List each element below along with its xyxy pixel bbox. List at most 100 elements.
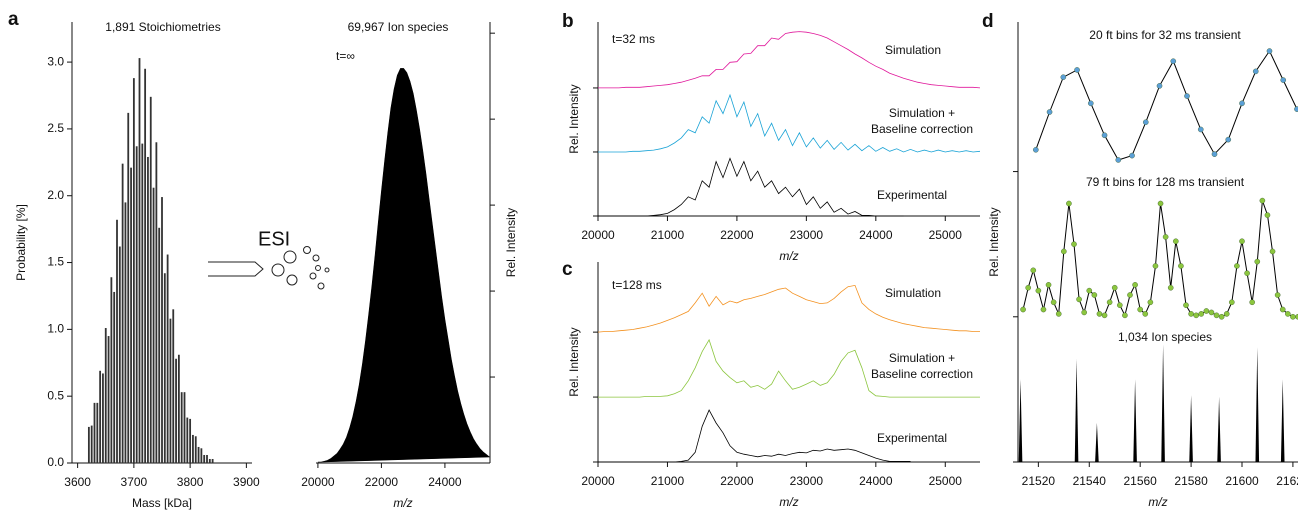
bar <box>175 358 177 463</box>
bar <box>186 417 189 463</box>
marker <box>1225 136 1232 143</box>
marker <box>1294 106 1298 112</box>
bar <box>166 254 169 463</box>
marker <box>1117 302 1123 308</box>
bar <box>200 448 203 463</box>
bar <box>141 143 144 464</box>
marker <box>1259 197 1266 204</box>
peak <box>1280 379 1285 462</box>
x-tick-label: 21620 <box>1276 474 1298 488</box>
marker <box>1142 119 1149 125</box>
y-axis-label: Rel. Intensity <box>987 207 1001 276</box>
panel-letter: b <box>562 11 574 32</box>
marker <box>1295 313 1298 320</box>
marker <box>1074 67 1080 73</box>
marker <box>1152 263 1159 269</box>
marker <box>1162 234 1169 240</box>
bar <box>149 96 152 463</box>
marker <box>1183 302 1189 308</box>
marker <box>1081 309 1087 316</box>
marker <box>1218 313 1225 320</box>
marker <box>1213 312 1220 319</box>
bar <box>172 309 175 463</box>
x-tick-label: 21520 <box>1022 474 1056 488</box>
marker <box>1290 313 1296 320</box>
x-tick-label: 22000 <box>720 474 754 488</box>
bar <box>124 202 127 463</box>
panel-letter: a <box>8 9 19 30</box>
bar <box>180 392 183 463</box>
y-tick-label: 3.0 <box>47 54 64 68</box>
bar <box>90 425 93 463</box>
peak <box>1074 358 1079 462</box>
marker <box>1234 263 1240 269</box>
bar <box>152 187 155 463</box>
annotation: 69,967 Ion species <box>348 20 449 34</box>
marker <box>1254 258 1261 265</box>
marker <box>1223 311 1230 317</box>
marker <box>1033 146 1039 153</box>
marker <box>1249 299 1255 306</box>
esi-label: ESI <box>258 228 290 250</box>
bar <box>104 328 107 463</box>
y-axis-label: Rel. Intensity <box>504 208 518 277</box>
x-axis-label: m/z <box>779 495 798 509</box>
x-tick-label: 20000 <box>301 475 335 489</box>
marker <box>1266 48 1273 54</box>
series-label: 79 ft bins for 128 ms transient <box>1085 175 1245 189</box>
x-axis-label: Mass [kDa] <box>132 496 192 510</box>
bar <box>116 219 118 463</box>
marker <box>1239 100 1245 107</box>
x-tick-label: 3800 <box>177 475 204 489</box>
marker <box>1188 311 1194 317</box>
bar <box>118 246 121 463</box>
line <box>597 284 980 333</box>
marker <box>1071 241 1077 247</box>
bar <box>183 392 186 463</box>
annotation: t=∞ <box>336 49 355 63</box>
x-tick-label: 20000 <box>581 474 615 488</box>
x-tick-label: 21600 <box>1225 474 1259 488</box>
marker <box>1203 308 1210 314</box>
x-tick-label: 21540 <box>1073 474 1107 488</box>
bar <box>161 197 163 463</box>
marker <box>1025 284 1031 291</box>
y-tick-label: 2.5 <box>47 121 64 135</box>
series-label: Simulation <box>884 286 942 300</box>
marker <box>1279 306 1286 313</box>
marker <box>1197 126 1204 133</box>
bar <box>197 446 200 463</box>
bar <box>206 454 208 463</box>
marker <box>1096 311 1103 317</box>
marker <box>1115 157 1122 163</box>
x-tick-label: 23000 <box>790 474 824 488</box>
peak <box>1255 347 1260 462</box>
bar <box>87 426 90 463</box>
bar <box>113 291 116 463</box>
marker <box>1061 248 1067 255</box>
series-label: Experimental <box>876 431 948 445</box>
marker <box>1269 248 1276 255</box>
marker <box>1184 93 1190 99</box>
marker <box>1020 306 1026 313</box>
x-tick-label: 3700 <box>121 475 148 489</box>
bar <box>127 112 130 463</box>
marker <box>1274 292 1281 298</box>
x-tick-label: 20000 <box>581 228 615 242</box>
series-label: Experimental <box>876 188 948 202</box>
marker <box>1178 263 1184 269</box>
bar <box>132 78 135 464</box>
y-tick-label: 0.0 <box>47 455 64 469</box>
marker <box>1086 287 1093 294</box>
x-axis-label: m/z <box>393 496 412 510</box>
peak <box>1018 379 1023 462</box>
peak <box>1217 396 1221 462</box>
marker <box>1111 284 1118 291</box>
bar <box>138 58 141 463</box>
marker <box>1035 287 1042 294</box>
marker <box>1280 77 1287 83</box>
marker <box>1129 152 1135 159</box>
line <box>598 93 981 153</box>
marker <box>1147 299 1154 306</box>
